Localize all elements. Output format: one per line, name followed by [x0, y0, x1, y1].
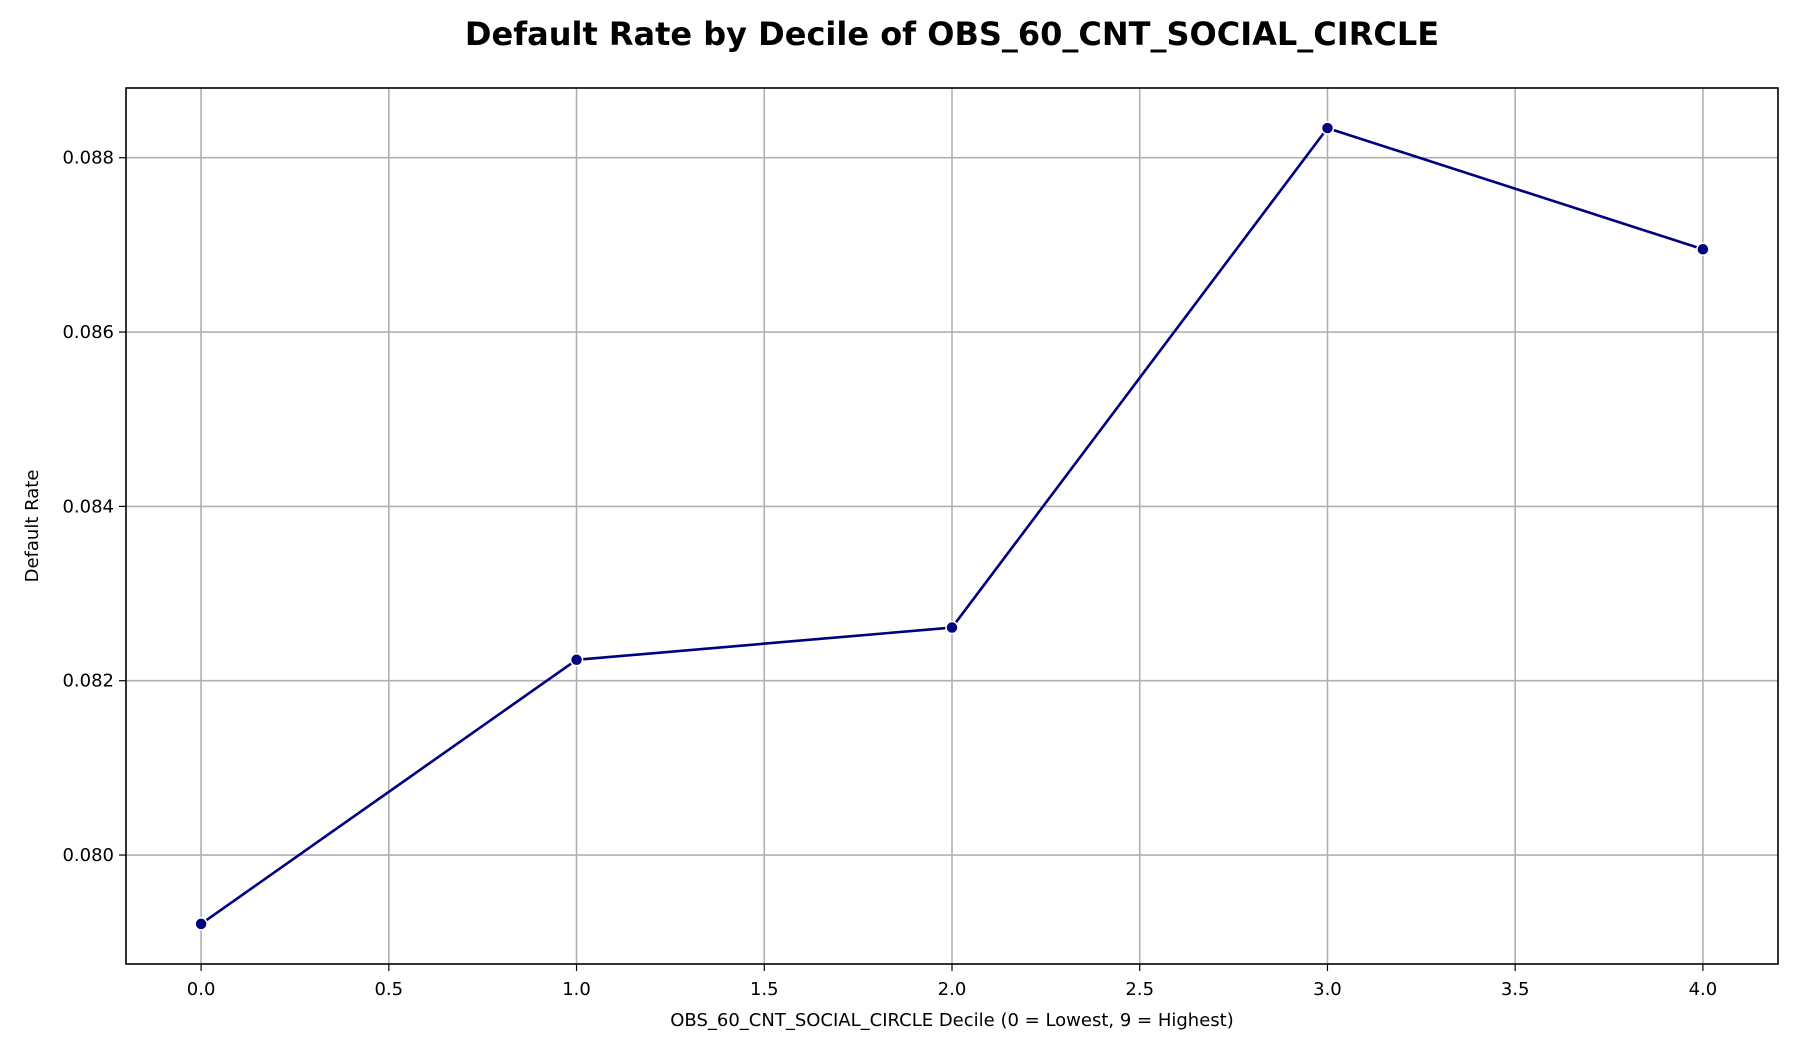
- x-tick-label: 3.5: [1501, 979, 1530, 1000]
- data-point: [945, 620, 959, 635]
- data-point: [569, 653, 584, 667]
- y-axis-label: Default Rate: [22, 470, 43, 583]
- y-tick-label: 0.088: [62, 148, 114, 169]
- chart-title: Default Rate by Decile of OBS_60_CNT_SOC…: [465, 15, 1439, 53]
- grid: [126, 88, 1778, 964]
- data-point: [1320, 121, 1335, 135]
- y-tick-label: 0.084: [62, 496, 114, 517]
- y-tick-label: 0.086: [62, 322, 114, 343]
- x-tick-label: 2.5: [1125, 979, 1154, 1000]
- x-axis-label: OBS_60_CNT_SOCIAL_CIRCLE Decile (0 = Low…: [670, 1010, 1233, 1031]
- x-tick-label: 1.5: [750, 979, 779, 1000]
- x-tick-label: 4.0: [1689, 979, 1718, 1000]
- plot-frame: [125, 87, 1779, 965]
- y-tick-label: 0.082: [62, 671, 114, 692]
- x-tick-label: 1.0: [562, 979, 591, 1000]
- x-tick-label: 0.5: [374, 979, 403, 1000]
- x-tick-label: 2.0: [938, 979, 967, 1000]
- axis-ticks: 0.0 0.5 1.0 1.5 2.0 2.5 3.0 3.5 4.0 0.080 0.082 0.0…: [62, 148, 1717, 1000]
- data-point: [1696, 242, 1710, 257]
- series-layer: [194, 121, 1710, 931]
- x-tick-label: 3.0: [1313, 979, 1342, 1000]
- data-point: [194, 917, 208, 931]
- x-tick-label: 0.0: [187, 979, 216, 1000]
- y-tick-label: 0.080: [62, 845, 114, 866]
